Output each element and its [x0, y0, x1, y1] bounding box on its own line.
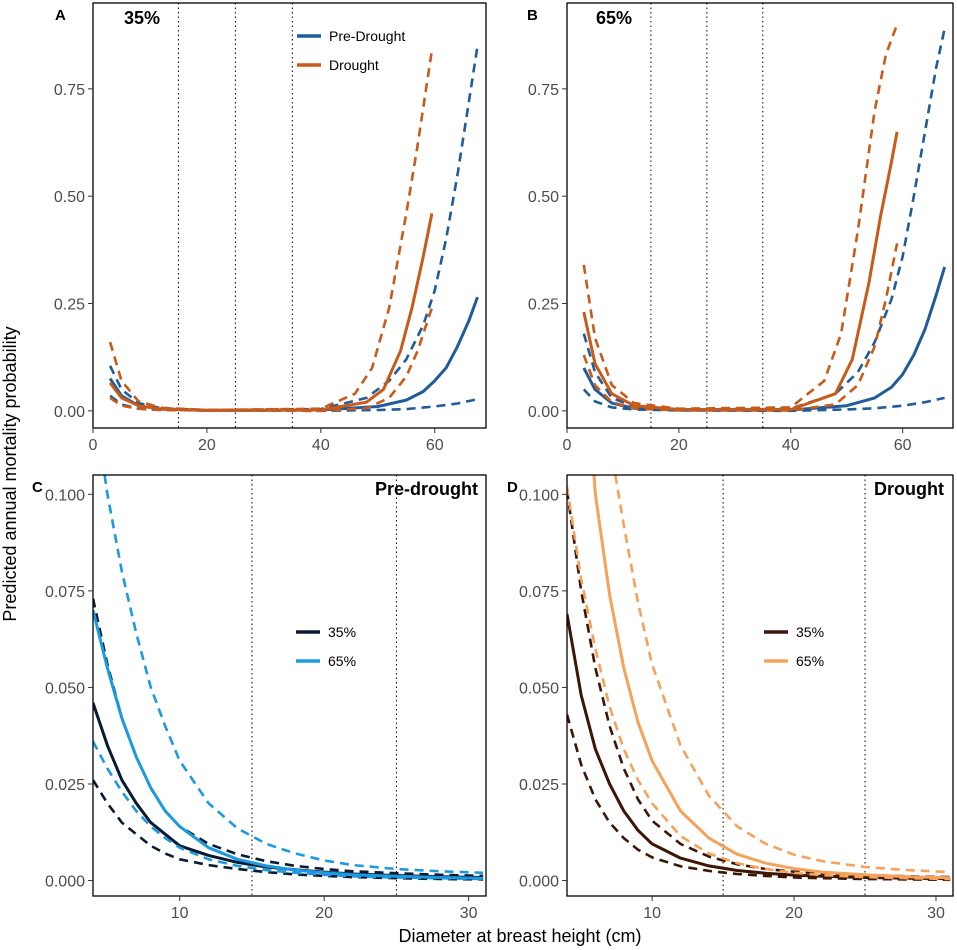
panel-tag: Pre-drought	[375, 479, 478, 499]
series-line-2	[567, 714, 951, 882]
y-tick-label: 0.75	[528, 82, 559, 99]
panel-letter: D	[507, 479, 518, 496]
series-line-1	[108, 45, 479, 412]
x-tick-label: 20	[315, 905, 333, 922]
legend-label: Pre-Drought	[329, 28, 405, 44]
y-tick-label: 0.00	[54, 404, 85, 421]
x-tick-label: 20	[785, 905, 803, 922]
y-tick-label: 0.00	[528, 404, 559, 421]
legend-label: 65%	[328, 653, 356, 669]
legend-label: 65%	[796, 653, 824, 669]
legend-label: 35%	[796, 624, 824, 640]
x-tick-label: 60	[426, 437, 444, 454]
y-tick-label: 0.075	[45, 584, 85, 601]
y-tick-label: 0.75	[54, 82, 85, 99]
y-tick-label: 0.075	[519, 584, 559, 601]
x-tick-label: 40	[782, 437, 800, 454]
x-tick-label: 30	[460, 905, 478, 922]
x-tick-label: 0	[563, 437, 572, 454]
series-line-3	[582, 131, 899, 411]
panel-d: 0.000 0.025 0.050 0.075 0.100 10 20 30 D Drought 3…	[507, 474, 954, 922]
panel-tag: 65%	[596, 8, 632, 28]
series-line-5	[109, 307, 434, 413]
panel-letter: C	[32, 479, 43, 496]
x-tick-label: 60	[894, 437, 912, 454]
panel-frame	[566, 474, 954, 897]
panel-c: 0.000 0.025 0.050 0.075 0.100 10 20 30 C Pre-drou…	[32, 474, 487, 922]
series-line-5	[93, 740, 484, 881]
y-tick-label: 0.50	[54, 189, 85, 206]
panel-b: 0.00 0.25 0.50 0.75 0 20 40 60 B 65%	[527, 2, 954, 454]
x-tick-label: 40	[312, 437, 330, 454]
y-tick-label: 0.025	[45, 777, 85, 794]
panel-frame	[92, 474, 487, 897]
panel-letter: B	[527, 7, 538, 24]
legend-label: Drought	[329, 57, 379, 73]
series-group	[582, 24, 947, 413]
y-tick-label: 0.50	[528, 189, 559, 206]
x-tick-label: 0	[89, 437, 98, 454]
y-tick-label: 0.000	[45, 874, 85, 891]
x-tick-label: 20	[198, 437, 216, 454]
panel-frame	[92, 2, 487, 429]
series-line-4	[108, 50, 434, 412]
x-tick-label: 10	[643, 905, 661, 922]
series-group	[93, 475, 484, 881]
panel-letter: A	[55, 7, 66, 24]
y-tick-label: 0.25	[528, 297, 559, 314]
legend-label: 35%	[328, 624, 356, 640]
panel-frame	[566, 2, 954, 429]
y-tick-label: 0.100	[519, 487, 559, 504]
series-line-4	[614, 475, 951, 874]
series-line-3	[108, 213, 434, 412]
y-tick-label: 0.25	[54, 297, 85, 314]
y-axis-title: Predicted annual mortality probability	[0, 326, 20, 621]
series-line-3	[592, 475, 951, 880]
series-group	[567, 475, 951, 882]
y-tick-label: 0.000	[519, 874, 559, 891]
y-tick-label: 0.050	[519, 680, 559, 697]
y-tick-label: 0.025	[519, 777, 559, 794]
panel-a: 0.00 0.25 0.50 0.75 0 20 40 60 A 35% Pre-Drought Dr…	[54, 2, 487, 454]
y-tick-label: 0.050	[45, 680, 85, 697]
series-line-4	[582, 24, 899, 411]
x-tick-label: 20	[670, 437, 688, 454]
series-line-3	[93, 609, 484, 880]
series-line-5	[567, 486, 951, 881]
series-line-1	[582, 28, 946, 411]
series-line-5	[582, 243, 899, 412]
y-tick-label: 0.100	[45, 487, 85, 504]
panel-tag: Drought	[874, 479, 944, 499]
series-group	[108, 45, 479, 413]
series-line-4	[103, 475, 484, 875]
x-axis-title: Diameter at breast height (cm)	[398, 926, 641, 946]
panel-tag: 35%	[124, 8, 160, 28]
x-tick-label: 10	[171, 905, 189, 922]
x-tick-label: 30	[927, 905, 945, 922]
